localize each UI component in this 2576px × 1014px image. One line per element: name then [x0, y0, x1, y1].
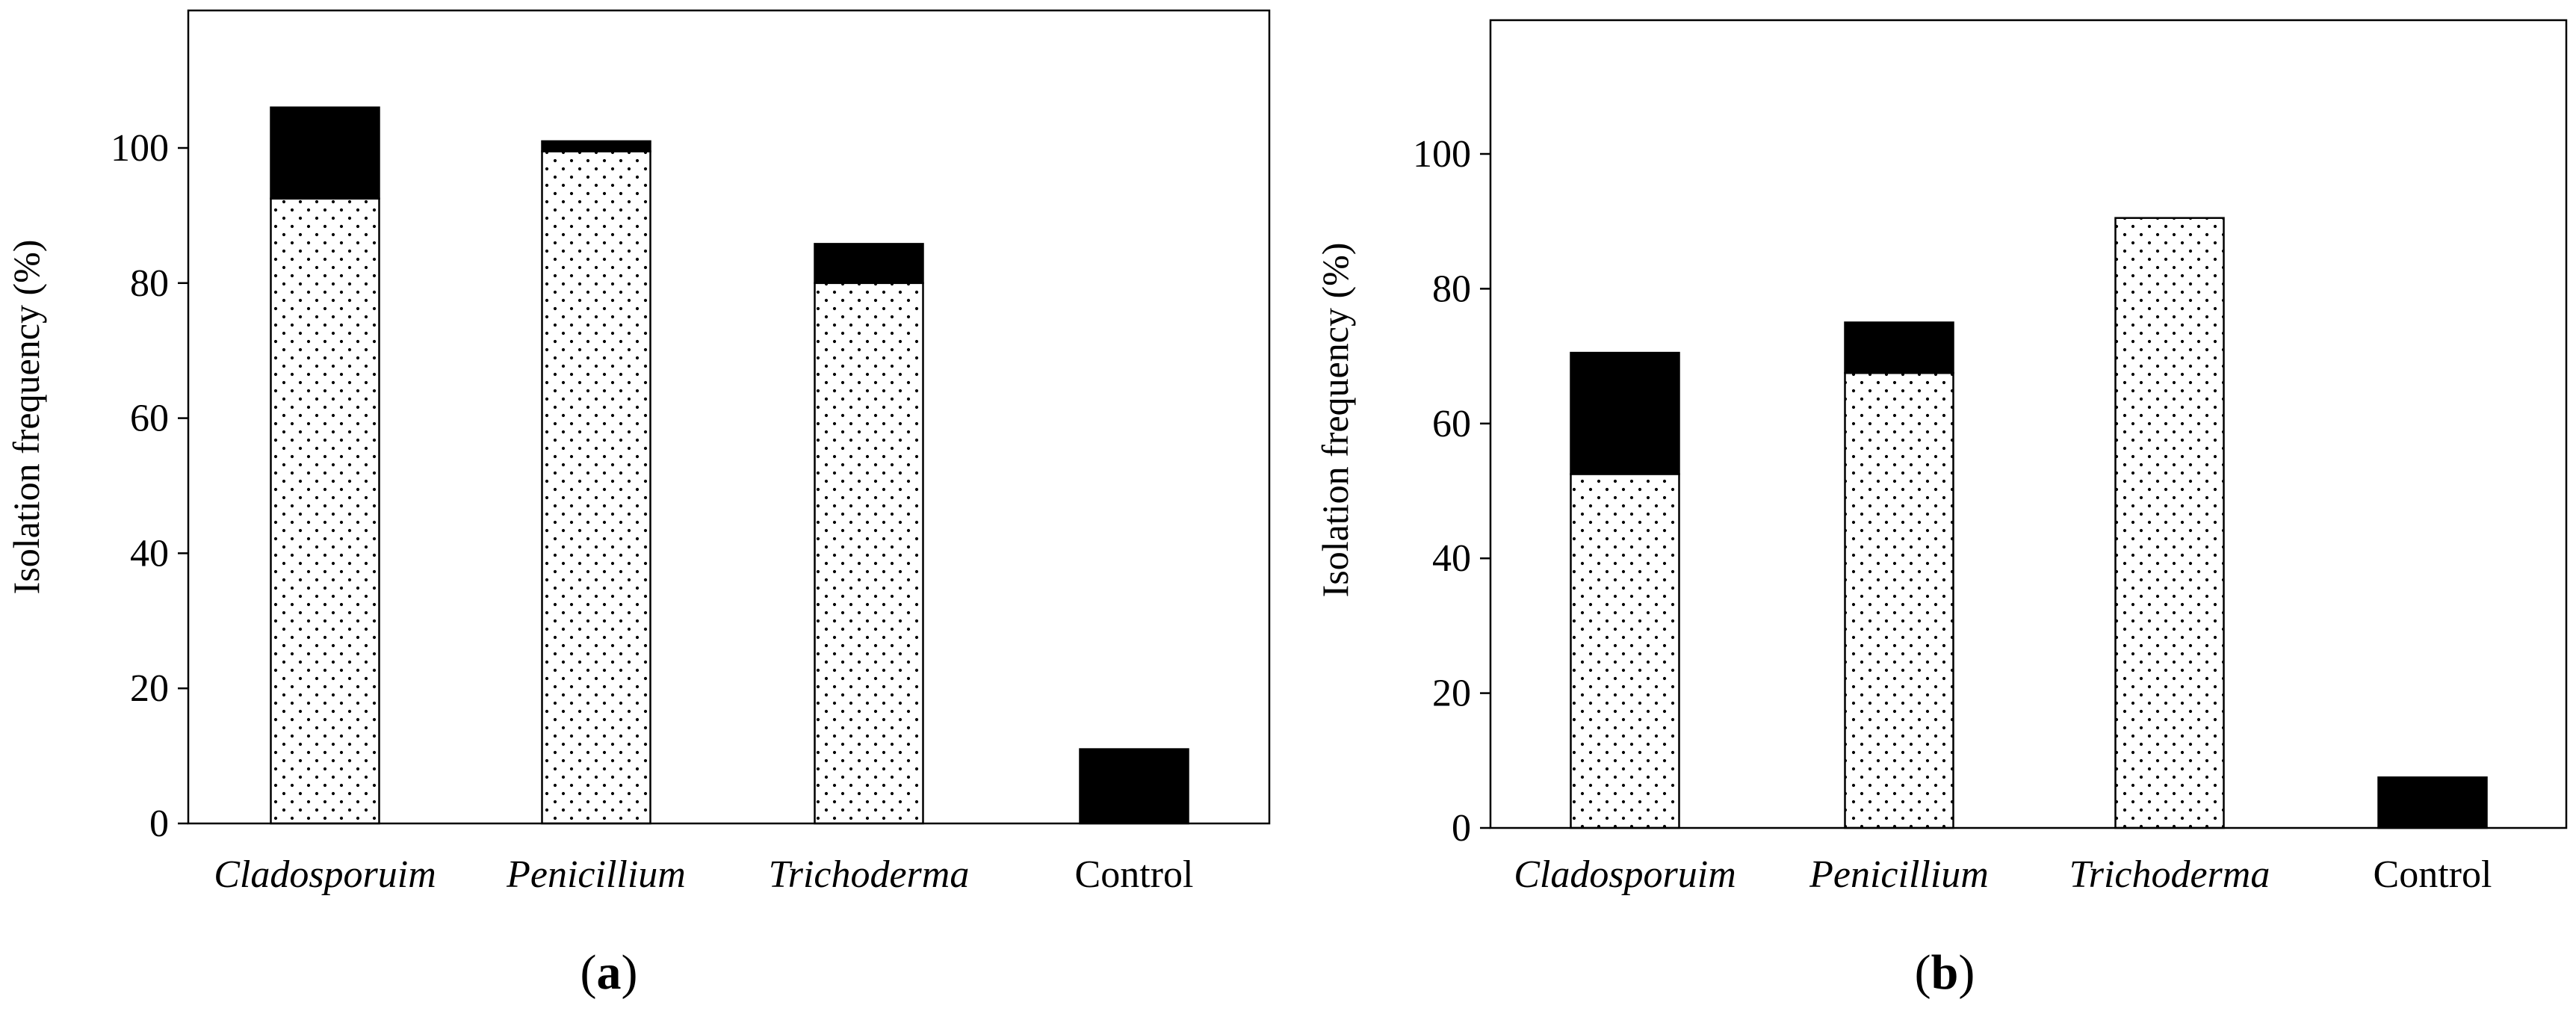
x-tick-label: Trichoderma: [2069, 853, 2270, 896]
x-tick-labels: Cladosporuim Penicillium Trichoderma Contro…: [214, 853, 1193, 896]
y-tick-label: 100: [1413, 133, 1471, 176]
panel-label-a: (a): [580, 945, 638, 1000]
x-tick-label: Cladosporuim: [214, 853, 436, 896]
y-tick-label: 80: [1432, 268, 1471, 310]
y-tick-label: 80: [130, 262, 169, 305]
bar-dotted-penicillium: [541, 150, 651, 825]
plot-area: [1489, 19, 2568, 829]
y-tick-label: 100: [111, 127, 169, 170]
bar-dotted-cladosporuim: [270, 197, 380, 825]
bars: [1570, 217, 2488, 829]
y-axis-label: Isolation frequency (%): [5, 240, 47, 595]
y-tick-label: 0: [149, 803, 169, 845]
bar-solid-cladosporuim: [270, 106, 380, 200]
y-axis-label: Isolation frequency (%): [1314, 243, 1356, 598]
bar-solid-penicillium: [1844, 321, 1954, 374]
bar-solid-control: [2377, 776, 2488, 829]
chart-panel-a: Isolation frequency (%) 0 20 40 60 80 100 Cla…: [5, 9, 1271, 1000]
bar-solid-trichoderma: [814, 243, 924, 285]
bar-solid-cladosporuim: [1570, 351, 1680, 475]
x-tick-label: Penicillium: [1809, 853, 1989, 896]
y-tick-labels: 0 20 40 60 80 100: [1413, 133, 1490, 850]
bar-dotted-trichoderma: [2114, 217, 2225, 829]
y-tick-label: 40: [1432, 537, 1471, 580]
plot-area: [187, 9, 1271, 825]
y-tick-label: 20: [130, 667, 169, 710]
y-tick-label: 0: [1452, 807, 1471, 850]
bar-dotted-cladosporuim: [1570, 473, 1680, 829]
chart-panel-b: Isolation frequency (%) 0 20 40 60 80 100 Cla…: [1314, 19, 2568, 1000]
x-tick-label: Trichoderma: [769, 853, 970, 896]
y-tick-label: 20: [1432, 673, 1471, 715]
y-tick-label: 40: [130, 532, 169, 575]
x-tick-labels: Cladosporuim Penicillium Trichoderma Contro…: [1514, 853, 2492, 896]
x-tick-label: Control: [2374, 853, 2492, 896]
y-tick-labels: 0 20 40 60 80 100: [111, 127, 188, 845]
x-tick-label: Control: [1075, 853, 1194, 896]
x-tick-label: Penicillium: [506, 853, 686, 896]
bars: [270, 106, 1189, 825]
bar-dotted-penicillium: [1844, 371, 1954, 829]
bar-dotted-trichoderma: [814, 282, 924, 825]
y-tick-label: 60: [130, 398, 169, 440]
x-tick-label: Cladosporuim: [1514, 853, 1736, 896]
panel-label-b: (b): [1915, 945, 1975, 1000]
y-tick-label: 60: [1432, 403, 1471, 445]
bar-solid-control: [1079, 748, 1189, 825]
bar-solid-penicillium: [541, 140, 651, 152]
